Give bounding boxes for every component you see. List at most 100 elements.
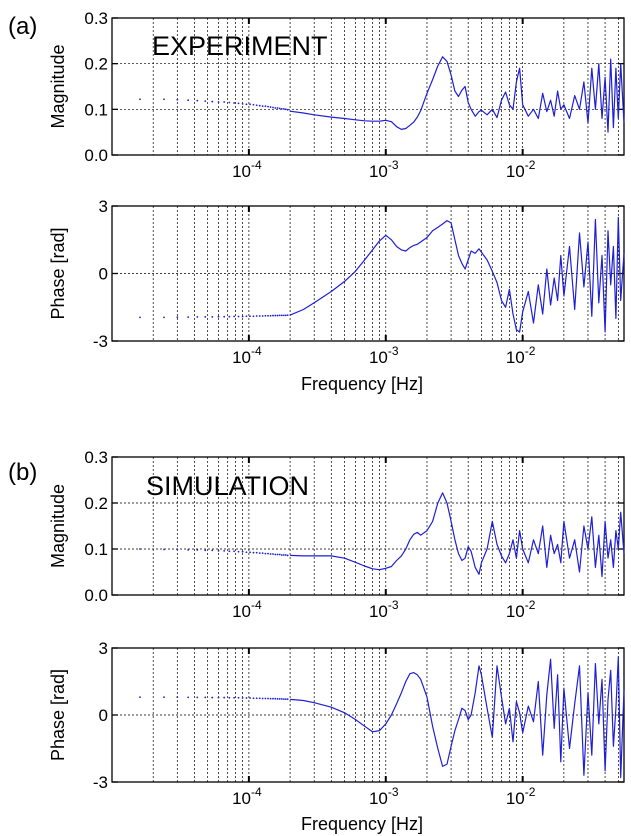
x-tick-label: 10-4 xyxy=(232,344,262,367)
x-tick-label: 10-2 xyxy=(506,598,536,621)
series-line xyxy=(290,57,624,132)
data-point xyxy=(249,103,251,105)
panel-label-b: (b) xyxy=(8,459,37,486)
data-point xyxy=(272,315,274,317)
x-axis-label: Frequency [Hz] xyxy=(301,814,423,834)
data-point xyxy=(211,697,213,699)
data-point xyxy=(228,102,230,104)
x-tick-label: 10-3 xyxy=(369,344,399,367)
data-point xyxy=(163,696,165,698)
data-point xyxy=(176,99,178,101)
data-point xyxy=(218,316,220,318)
data-point xyxy=(211,101,213,103)
data-point xyxy=(218,697,220,699)
data-point xyxy=(264,698,266,700)
data-point xyxy=(264,315,266,317)
data-point xyxy=(274,107,276,109)
chart-title: EXPERIMENT xyxy=(152,31,328,61)
data-point xyxy=(139,696,141,698)
data-point xyxy=(259,552,261,554)
x-tick-label: 10-2 xyxy=(506,344,536,367)
data-point xyxy=(249,697,251,699)
data-point xyxy=(283,108,285,110)
series-line xyxy=(290,657,624,778)
data-point xyxy=(285,554,287,556)
data-point xyxy=(262,315,264,317)
y-tick-label: 0 xyxy=(99,706,108,725)
data-point xyxy=(253,697,255,699)
x-axis-label: Frequency [Hz] xyxy=(301,374,423,394)
data-point xyxy=(281,698,283,700)
x-tick-label: 10-3 xyxy=(369,158,399,181)
x-tick-label: 10-2 xyxy=(506,785,536,808)
data-point xyxy=(238,551,240,553)
y-axis-label: Magnitude xyxy=(48,44,68,128)
data-point xyxy=(253,315,255,317)
data-point xyxy=(246,103,248,105)
data-point xyxy=(256,697,258,699)
y-axis-label: Phase [rad] xyxy=(48,227,68,319)
data-point xyxy=(283,698,285,700)
data-point xyxy=(279,108,281,110)
x-tick-label: 10-4 xyxy=(232,598,262,621)
data-point xyxy=(279,554,281,556)
data-point xyxy=(218,550,220,552)
data-point xyxy=(249,551,251,553)
data-point xyxy=(233,102,235,104)
data-point xyxy=(277,554,279,556)
data-point xyxy=(277,107,279,109)
data-point xyxy=(233,550,235,552)
x-tick-label: 10-4 xyxy=(232,158,262,181)
data-point xyxy=(187,99,189,101)
data-point xyxy=(256,552,258,554)
data-point xyxy=(285,314,287,316)
data-point xyxy=(262,552,264,554)
data-point xyxy=(187,316,189,318)
x-tick-label: 10-3 xyxy=(369,598,399,621)
y-tick-label: 3 xyxy=(99,197,108,216)
data-point xyxy=(281,314,283,316)
y-tick-label: -3 xyxy=(93,332,108,351)
y-tick-label: 0.1 xyxy=(84,540,108,559)
data-point xyxy=(274,315,276,317)
data-point xyxy=(262,105,264,107)
panel-b-magnitude-plot: 0.00.10.20.310-410-310-210-1MagnitudeSIM… xyxy=(48,448,631,621)
data-point xyxy=(163,98,165,100)
y-tick-label: 0.1 xyxy=(84,100,108,119)
data-point xyxy=(233,316,235,318)
data-point xyxy=(238,316,240,318)
data-point xyxy=(287,314,289,316)
data-point xyxy=(196,696,198,698)
data-point xyxy=(187,696,189,698)
data-point xyxy=(228,697,230,699)
data-point xyxy=(223,550,225,552)
data-point xyxy=(176,549,178,551)
data-point xyxy=(279,314,281,316)
data-point xyxy=(196,100,198,102)
data-point xyxy=(259,105,261,107)
data-point xyxy=(287,109,289,111)
data-point xyxy=(223,101,225,103)
data-point xyxy=(272,553,274,555)
x-tick-label: 10-2 xyxy=(506,158,536,181)
data-point xyxy=(228,550,230,552)
data-point xyxy=(287,698,289,700)
data-point xyxy=(249,315,251,317)
data-point xyxy=(279,698,281,700)
data-point xyxy=(218,101,220,103)
data-point xyxy=(272,107,274,109)
panel-a-magnitude-plot: 0.00.10.20.310-410-310-210-1MagnitudeEXP… xyxy=(48,9,631,181)
data-point xyxy=(204,100,206,102)
data-point xyxy=(242,551,244,553)
y-tick-label: 0.0 xyxy=(84,586,108,605)
data-point xyxy=(246,551,248,553)
data-point xyxy=(281,554,283,556)
data-point xyxy=(259,315,261,317)
data-point xyxy=(270,553,272,555)
data-point xyxy=(187,549,189,551)
data-point xyxy=(285,108,287,110)
data-point xyxy=(267,106,269,108)
y-tick-label: 0.2 xyxy=(84,494,108,513)
